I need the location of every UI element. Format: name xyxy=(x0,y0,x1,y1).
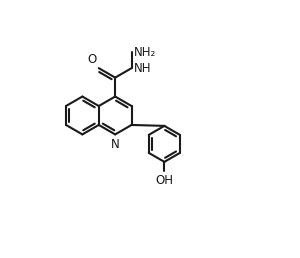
Text: NH: NH xyxy=(134,62,151,75)
Text: NH₂: NH₂ xyxy=(134,46,156,59)
Text: N: N xyxy=(111,138,119,151)
Text: OH: OH xyxy=(155,174,173,187)
Text: O: O xyxy=(87,53,97,66)
